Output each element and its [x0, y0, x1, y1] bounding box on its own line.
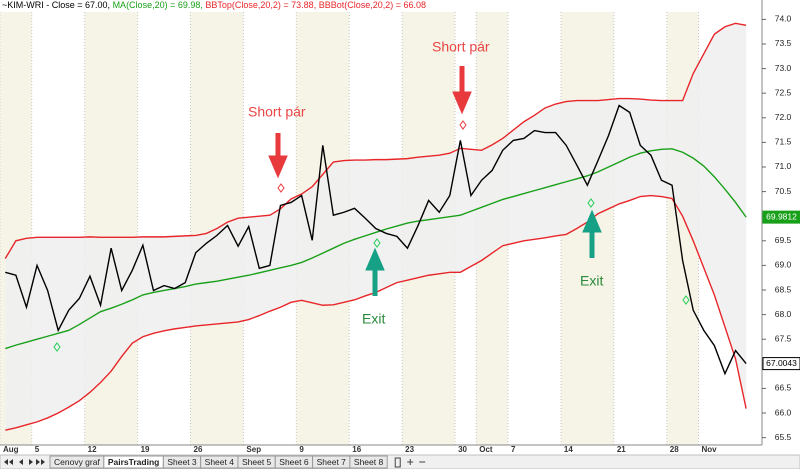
legend-entry: ~KIM-WRI - Close = 67.00,: [2, 0, 110, 10]
y-tick-label: 66.0: [775, 407, 792, 417]
legend-entry: BBTop(Close,20,2) = 73.88,: [205, 0, 316, 10]
arrow-up: [582, 209, 602, 258]
y-tick-label: 72.5: [775, 87, 792, 97]
y-tick-label: 69.5: [775, 235, 792, 245]
y-tick-label: 72.0: [775, 112, 792, 122]
tab-label[interactable]: Sheet 5: [242, 457, 272, 467]
y-tick-label: 70.5: [775, 186, 792, 196]
x-tick-label: 26: [194, 445, 203, 454]
y-tick-label: 69.0: [775, 260, 792, 270]
sheet-tab[interactable]: Sheet 7: [312, 455, 351, 469]
sheet-tab[interactable]: Sheet 3: [162, 455, 202, 469]
y-tick-label: 73.0: [775, 63, 792, 73]
x-tick-label: 28: [670, 445, 679, 454]
buy-signal: [587, 198, 595, 208]
legend-entry: MA(Close,20) = 69.98,: [113, 0, 203, 10]
sell-signal: [459, 120, 467, 130]
last-value-box: [762, 357, 800, 371]
x-tick-label: 7: [511, 445, 516, 454]
sheet-tab[interactable]: Sheet 4: [200, 455, 239, 469]
y-tick-label: 71.0: [775, 161, 792, 171]
tab-nav-button[interactable]: [4, 459, 13, 465]
tab-nav-button[interactable]: [19, 459, 23, 465]
tab-tool-button[interactable]: [394, 457, 401, 468]
legend: ~KIM-WRI - Close = 67.00, MA(Close,20) =…: [2, 0, 426, 10]
x-tick-label: Nov: [702, 445, 718, 454]
tab-tool-button[interactable]: [407, 459, 414, 465]
legend-entry: BBBot(Close,20,2) = 66.08: [319, 0, 426, 10]
x-tick-label: 19: [141, 445, 150, 454]
x-tick-label: 12: [88, 445, 97, 454]
x-tick-label: Oct: [479, 445, 493, 454]
y-tick-label: 66.5: [775, 383, 792, 393]
sheet-tab[interactable]: Sheet 5: [237, 455, 276, 469]
band-fill: [5, 23, 747, 431]
buy-signal: [53, 342, 61, 352]
tab-label[interactable]: PairsTrading: [108, 457, 160, 467]
sheet-tab[interactable]: Sheet 8: [349, 455, 388, 469]
tab-label[interactable]: Sheet 7: [317, 457, 347, 467]
series-line: [5, 148, 747, 350]
tab-label[interactable]: Sheet 3: [167, 457, 197, 467]
y-tick-label: 65.5: [775, 432, 792, 442]
y-tick-label: 68.0: [775, 309, 792, 319]
arrow-down: [268, 133, 288, 179]
y-tick-label: 67.5: [775, 333, 792, 343]
sheet-tab[interactable]: PairsTrading: [103, 455, 164, 469]
x-tick-label: Aug: [3, 445, 19, 454]
last-value-label: 69.9812: [766, 211, 797, 221]
y-tick-label: 73.5: [775, 38, 792, 48]
annotation: Short pár: [432, 39, 490, 55]
last-value-label: 67.0043: [766, 358, 797, 368]
y-tick-label: 68.5: [775, 284, 792, 294]
tab-label[interactable]: Sheet 8: [354, 457, 384, 467]
buy-signal: [682, 295, 690, 305]
signals: [53, 120, 690, 352]
annotation: Short pár: [248, 104, 306, 120]
sheet-tab[interactable]: Sheet 6: [274, 455, 314, 469]
annotation: Exit: [580, 273, 603, 289]
series-line: [5, 104, 747, 376]
annotation: Exit: [362, 311, 385, 327]
y-tick-label: 71.5: [775, 137, 792, 147]
tab-nav-button[interactable]: [36, 459, 45, 465]
tab-label[interactable]: Cenovy graf: [54, 457, 100, 467]
x-tick-label: 21: [617, 445, 626, 454]
tab-shape[interactable]: [349, 455, 388, 469]
buy-signal: [373, 238, 381, 248]
x-tick-label: 16: [352, 445, 361, 454]
last-value-box: [762, 210, 800, 224]
arrow-up: [365, 247, 385, 296]
tab-label[interactable]: Sheet 4: [205, 457, 235, 467]
y-tick-label: 74.0: [775, 14, 792, 24]
sheet-tab[interactable]: Cenovy graf: [49, 455, 105, 469]
x-tick-label: 5: [35, 445, 40, 454]
x-tick-label: 9: [299, 445, 304, 454]
x-tick-label: 23: [405, 445, 414, 454]
series-line: [4, 22, 747, 259]
x-tick-label: Sep: [246, 445, 261, 454]
sell-signal: [277, 183, 285, 193]
x-tick-label: 14: [564, 445, 573, 454]
tab-label[interactable]: Sheet 6: [279, 457, 309, 467]
x-tick-label: 30: [458, 445, 467, 454]
tab-nav-button[interactable]: [29, 459, 33, 465]
arrow-down: [452, 66, 472, 115]
